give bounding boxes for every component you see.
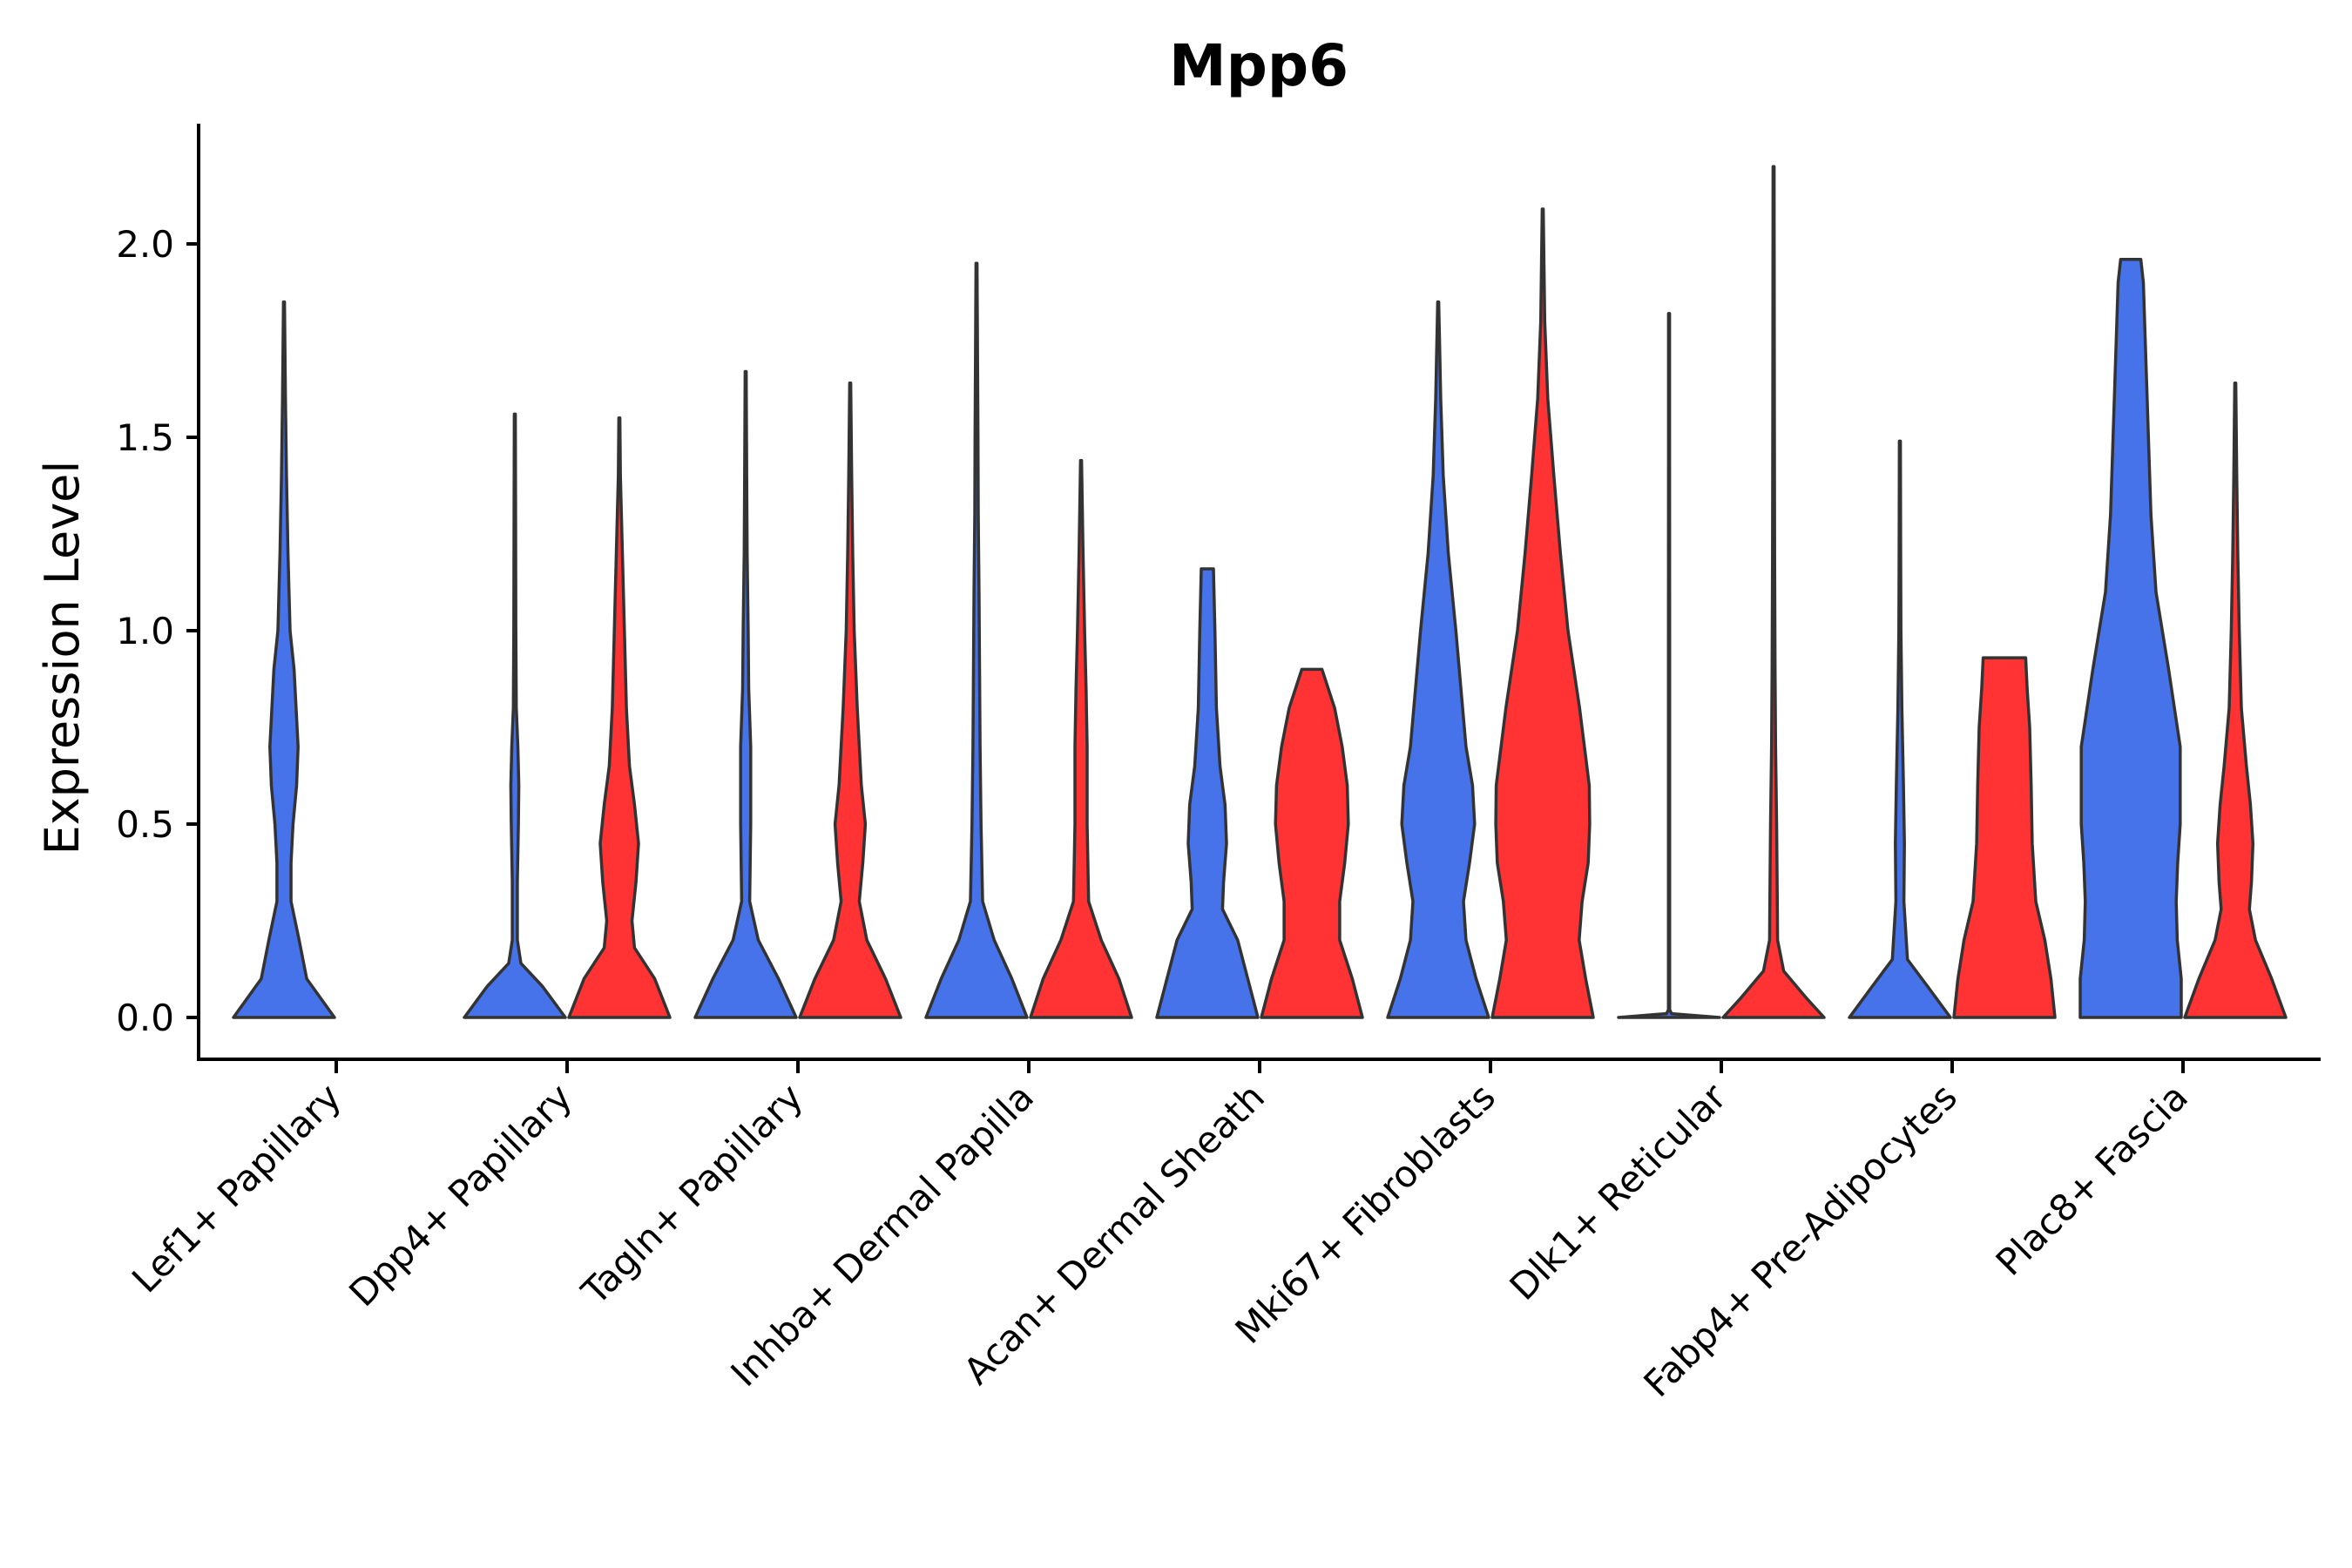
y-tick-label: 2.0 xyxy=(116,223,174,266)
y-axis-ticks: 0.0 0.5 1.0 1.5 2.0 xyxy=(116,223,199,1039)
y-tick-label: 0.5 xyxy=(116,803,174,846)
violin-group2-tagln-papillary xyxy=(798,382,902,1019)
violin-group1-acan-dermal-sheath xyxy=(1155,567,1260,1019)
x-tick-label-tagln-papillary: Tagln+ Papillary xyxy=(573,1075,811,1313)
violin-group1-mki67-fibroblasts xyxy=(1386,300,1490,1019)
x-tick-label-dpp4-papillary: Dpp4+ Papillary xyxy=(341,1075,580,1315)
y-tick-label: 1.5 xyxy=(116,416,174,459)
violin-group2-mki67-fibroblasts xyxy=(1490,207,1595,1019)
violin-group1-plac8-fascia xyxy=(2078,258,2183,1019)
violin-group2-inhba-dermal-papilla xyxy=(1029,458,1133,1019)
y-tick-label: 1.0 xyxy=(116,610,174,652)
y-tick-label: 0.0 xyxy=(116,997,174,1039)
violin-group1-fabp4-pre-adipocytes xyxy=(1848,439,1952,1019)
violin-group1-dpp4-papillary xyxy=(463,412,567,1019)
y-axis-title: Expression Level xyxy=(35,461,90,855)
x-tick-label-plac8-fascia: Plac8+ Fascia xyxy=(1988,1075,2196,1283)
violin-group2-dlk1-reticular xyxy=(1721,165,1826,1019)
violin-group2-dpp4-papillary xyxy=(567,416,672,1019)
violin-group2-fabp4-pre-adipocytes xyxy=(1952,656,2057,1019)
x-tick-label-dlk1-reticular: Dlk1+ Reticular xyxy=(1502,1075,1735,1308)
violin-group1-dlk1-reticular xyxy=(1617,312,1721,1019)
violin-group2-acan-dermal-sheath xyxy=(1260,667,1364,1019)
chart-title: Mpp6 xyxy=(1169,32,1348,99)
x-tick-label-mki67-fibroblasts: Mki67+ Fibroblasts xyxy=(1227,1075,1504,1351)
violin-group1-tagln-papillary xyxy=(693,369,798,1019)
violin-layer xyxy=(232,165,2288,1019)
violin-group2-plac8-fascia xyxy=(2183,382,2288,1019)
violin-group1-inhba-dermal-papilla xyxy=(924,261,1029,1019)
violin-group1-lef1-papillary xyxy=(232,300,336,1019)
x-tick-label-lef1-papillary: Lef1+ Papillary xyxy=(124,1075,349,1301)
